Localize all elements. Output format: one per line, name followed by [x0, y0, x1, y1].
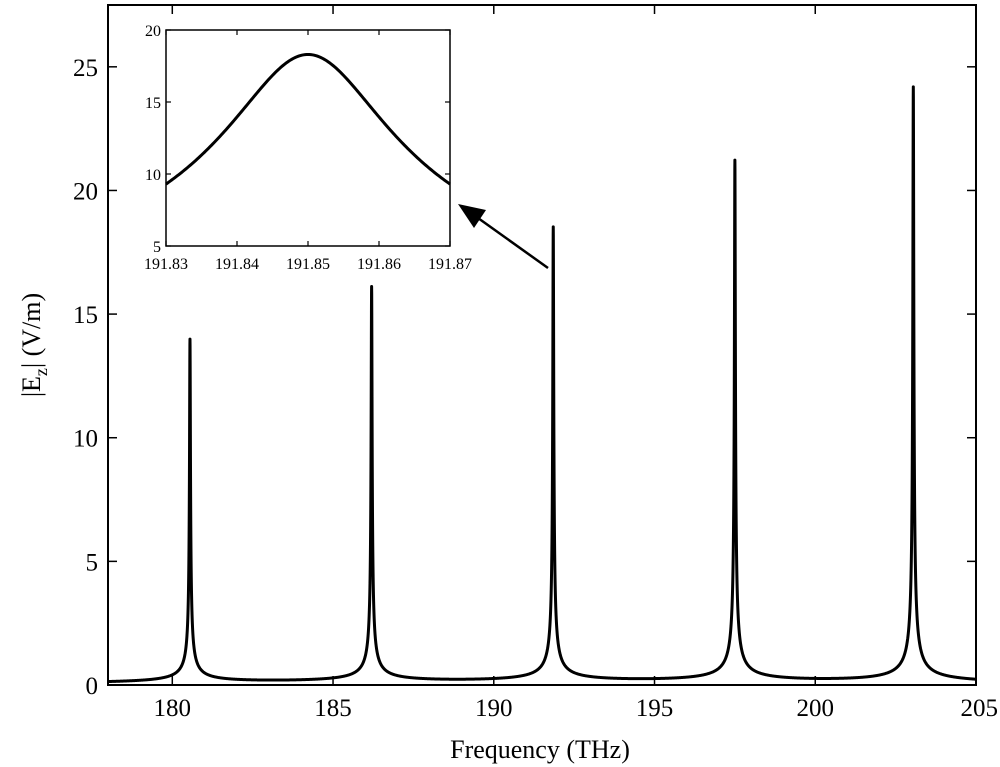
inset-plot-area [166, 30, 450, 246]
y-axis-title-prefix: |E [17, 376, 46, 397]
main-x-tick-label: 200 [797, 695, 835, 722]
main-y-tick-label: 25 [73, 55, 98, 82]
main-y-tick-label: 20 [73, 178, 98, 205]
callout-arrow-line [477, 216, 549, 270]
main-x-tick-label: 205 [961, 695, 999, 722]
inset-x-tick-label: 191.84 [215, 256, 259, 273]
main-x-ticks: 180 185 190 195 200 205 [154, 5, 998, 722]
main-x-tick-label: 180 [154, 695, 192, 722]
inset-y-tick-label: 10 [145, 167, 161, 184]
y-axis-title-suffix: | (V/m) [17, 293, 46, 368]
y-axis-title: |Ez| (V/m) [17, 293, 51, 397]
x-axis-title: Frequency (THz) [450, 735, 630, 764]
inset-x-tick-label: 191.86 [357, 256, 401, 273]
inset-y-ticks: 5 10 15 20 [145, 23, 450, 256]
main-spectrum-line [106, 85, 978, 684]
main-x-tick-label: 195 [636, 695, 674, 722]
main-y-tick-label: 5 [86, 549, 99, 576]
main-y-tick-label: 15 [73, 302, 98, 329]
inset-x-ticks: 191.83 191.84 191.85 191.86 191.87 [144, 30, 472, 273]
inset-y-tick-label: 15 [145, 95, 161, 112]
inset-y-tick-label: 20 [145, 23, 161, 40]
y-axis-title-subscript: z [31, 368, 51, 376]
main-y-ticks: 0 5 10 15 20 25 [73, 55, 976, 700]
main-y-tick-label: 10 [73, 426, 98, 453]
inset-x-tick-label: 191.83 [144, 256, 188, 273]
callout-arrow-head [458, 204, 486, 228]
main-y-tick-label: 0 [86, 673, 99, 700]
inset-x-tick-label: 191.87 [428, 256, 472, 273]
main-axes-frame [107, 4, 977, 686]
main-x-tick-label: 190 [475, 695, 513, 722]
inset-peak-line [165, 52, 451, 186]
inset-x-tick-label: 191.85 [286, 256, 330, 273]
main-x-tick-label: 185 [314, 695, 352, 722]
inset-y-tick-label: 5 [153, 239, 161, 256]
